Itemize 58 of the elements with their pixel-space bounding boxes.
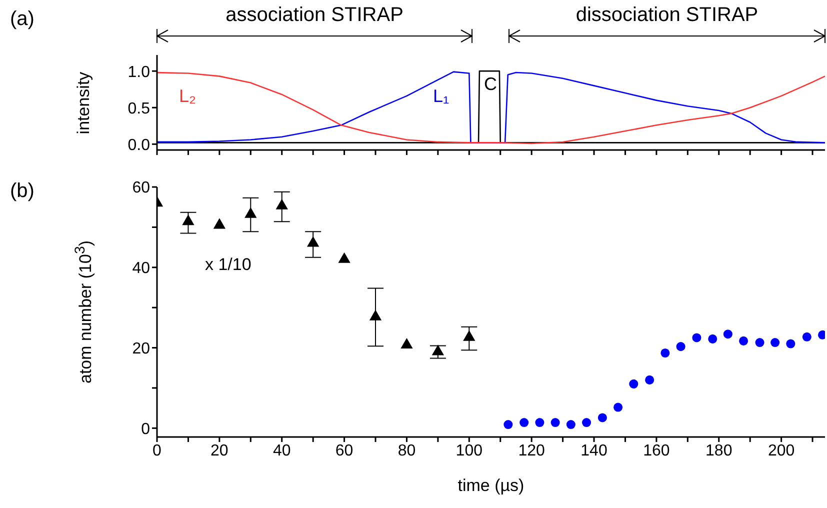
- point: [213, 218, 226, 229]
- point: [598, 413, 607, 422]
- x-tick-label: 100: [456, 442, 483, 460]
- point: [276, 198, 288, 210]
- x-tick-label: 200: [768, 442, 795, 460]
- point: [400, 338, 413, 348]
- point: [432, 344, 444, 356]
- point: [739, 336, 748, 346]
- point: [463, 330, 476, 341]
- x-tick-label: 160: [643, 442, 670, 460]
- text: association STIRAP: [226, 4, 404, 26]
- text: (a): [10, 8, 34, 30]
- point: [676, 342, 686, 352]
- y-tick-label: 0.0: [128, 136, 150, 154]
- annotation: L₂: [179, 86, 196, 106]
- y-tick-label: 1.0: [128, 64, 150, 81]
- y-tick-label: 0.5: [128, 100, 150, 118]
- text: (b): [10, 180, 34, 202]
- point: [755, 338, 764, 348]
- point: [566, 420, 576, 430]
- point: [582, 418, 592, 428]
- y-tick-label: 20: [132, 340, 150, 358]
- point: [802, 332, 812, 342]
- point: [182, 214, 194, 226]
- point: [645, 375, 654, 384]
- annotation: L₁: [433, 86, 450, 106]
- point: [692, 333, 702, 342]
- point: [660, 348, 670, 358]
- x-tick-label: 60: [335, 442, 354, 460]
- x-tick-label: 40: [272, 442, 291, 460]
- x-tick-label: 20: [210, 442, 228, 460]
- point: [244, 207, 257, 218]
- point: [629, 379, 638, 388]
- point: [614, 402, 623, 412]
- text: dissociation STIRAP: [576, 4, 758, 26]
- annotation: C: [484, 74, 497, 94]
- y-tick-label: 40: [132, 260, 150, 278]
- point: [708, 334, 718, 344]
- point: [306, 236, 320, 247]
- x-tick-label: 180: [706, 442, 732, 460]
- annotation: x 1/10: [205, 255, 252, 274]
- point: [369, 310, 382, 320]
- y-tick-label: 60: [132, 180, 150, 197]
- x-tick-label: 120: [518, 442, 546, 460]
- y-tick-label: 0: [141, 420, 150, 438]
- point: [338, 252, 350, 263]
- x-tick-label: 0: [152, 442, 162, 460]
- point: [770, 338, 780, 348]
- point: [550, 418, 560, 428]
- x-axis-title: time (µs): [458, 476, 524, 495]
- point: [504, 420, 513, 430]
- x-tick-label: 140: [580, 442, 608, 460]
- point: [723, 330, 732, 339]
- x-tick-label: 80: [398, 442, 416, 460]
- point: [786, 339, 796, 348]
- point: [520, 418, 529, 428]
- point: [535, 418, 544, 428]
- y-axis-title: intensity: [74, 71, 93, 134]
